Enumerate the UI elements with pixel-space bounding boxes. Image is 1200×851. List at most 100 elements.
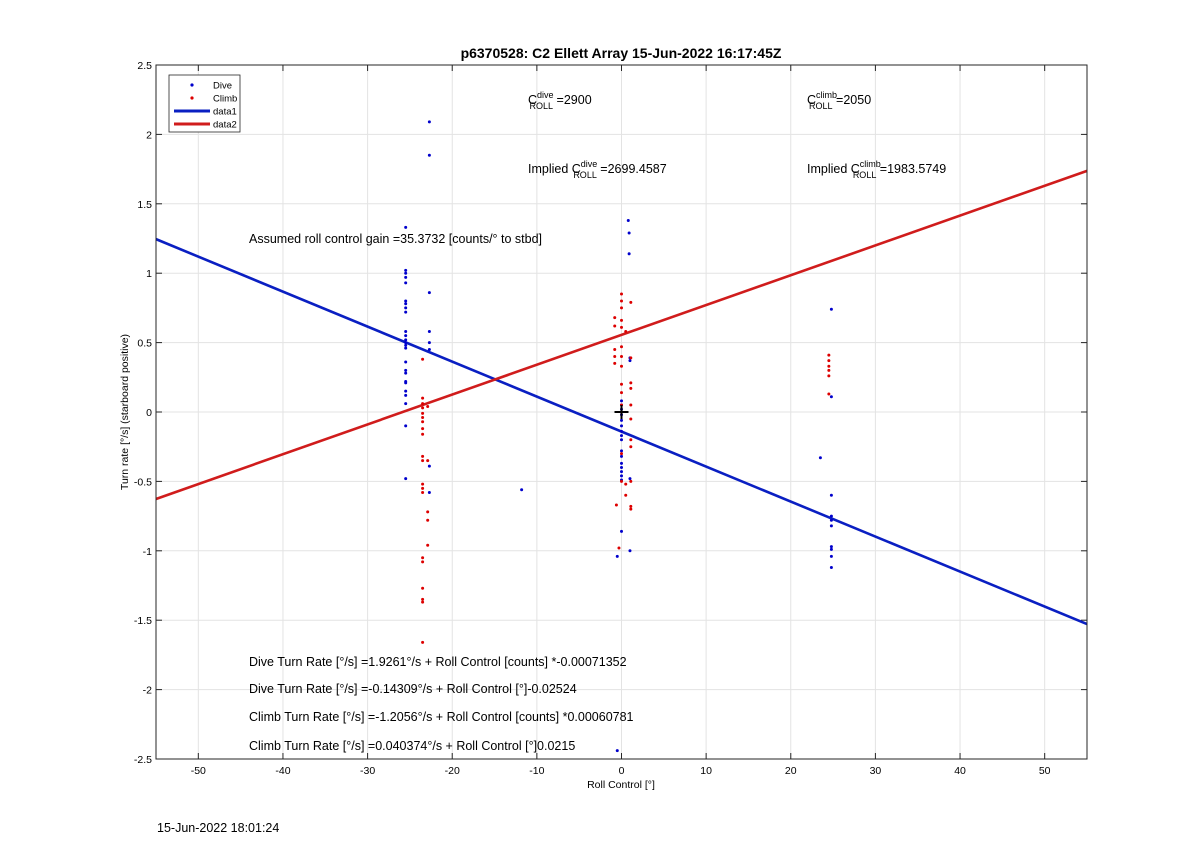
climb-degrees-equation: Climb Turn Rate [°/s] =0.040374°/s + Rol… <box>249 739 575 753</box>
point-dive <box>404 310 408 314</box>
point-climb <box>426 543 430 547</box>
legend-label-data2: data2 <box>213 120 237 131</box>
point-climb <box>613 361 617 365</box>
point-climb <box>426 510 430 514</box>
y-tick-label: -1 <box>143 546 152 558</box>
point-climb <box>421 459 425 463</box>
point-dive <box>404 424 408 428</box>
x-tick-label: -30 <box>360 765 375 777</box>
point-climb <box>629 403 633 407</box>
point-climb <box>426 459 430 463</box>
point-dive <box>404 338 408 342</box>
x-tick-label: -20 <box>445 765 460 777</box>
dive-counts-equation: Dive Turn Rate [°/s] =1.9261°/s + Roll C… <box>249 655 627 669</box>
c-roll-climb-annotation: Cclimb ROLL =2050 <box>807 90 871 111</box>
point-dive <box>615 749 619 753</box>
point-climb <box>421 406 425 410</box>
point-dive <box>628 549 632 553</box>
point-climb <box>617 546 621 550</box>
point-climb <box>426 404 430 408</box>
point-dive <box>620 399 623 403</box>
point-climb <box>629 445 633 449</box>
point-dive <box>427 153 431 157</box>
point-climb <box>629 356 633 360</box>
point-dive <box>829 565 833 569</box>
implied-c-roll-climb-annotation: Implied Cclimb ROLL =1983.5749 <box>807 159 946 180</box>
y-tick-label: -2.5 <box>134 754 152 766</box>
legend-marker-dive <box>190 83 194 87</box>
point-climb <box>629 417 633 421</box>
origin-marker <box>614 405 629 419</box>
y-tick-label: 1 <box>146 268 152 280</box>
point-climb <box>613 324 617 328</box>
implied-climb-sup: climb <box>860 159 881 169</box>
point-dive <box>628 359 632 363</box>
x-tick-label: 30 <box>870 765 882 777</box>
point-dive <box>620 470 623 474</box>
implied-dive-sup: dive <box>581 159 598 169</box>
x-axis-label: Roll Control [°] <box>587 779 655 791</box>
x-tick-label: 40 <box>954 765 966 777</box>
x-tick-label: 20 <box>785 765 797 777</box>
implied-climb-sub: ROLL <box>853 170 877 180</box>
point-climb <box>421 411 425 415</box>
point-climb <box>827 353 831 357</box>
point-climb <box>421 491 425 495</box>
fit-line-data2 <box>155 169 1088 501</box>
point-dive <box>427 464 431 468</box>
point-climb <box>620 345 623 349</box>
point-climb <box>421 600 425 604</box>
point-climb <box>629 381 633 385</box>
c-roll-dive-prefix: C <box>528 93 537 107</box>
point-dive <box>626 218 630 222</box>
point-dive <box>404 334 408 338</box>
implied-climb-prefix: Implied C <box>807 162 860 176</box>
point-climb <box>620 325 623 329</box>
y-tick-label: -0.5 <box>134 476 152 488</box>
point-dive <box>404 329 408 333</box>
annotations: Cdive ROLL =2900 Cclimb ROLL =2050 Implied… <box>249 90 946 753</box>
c-roll-dive-sup: dive <box>537 90 554 100</box>
point-climb <box>421 486 425 490</box>
point-dive <box>620 461 623 465</box>
roll-gain-annotation: Assumed roll control gain =35.3732 [coun… <box>249 232 542 246</box>
x-ticks: -50 -40 -30 -20 -10 0 10 20 30 40 50 <box>191 65 1051 777</box>
point-climb <box>620 354 623 358</box>
point-dive <box>829 307 833 311</box>
point-climb <box>426 518 430 522</box>
point-dive <box>427 348 431 352</box>
c-roll-dive-value: =2900 <box>553 93 592 107</box>
y-ticks: -2.5 -2 -1.5 -1 -0.5 0 0.5 1 1.5 2 2.5 <box>134 60 1087 766</box>
point-climb <box>421 416 425 420</box>
point-dive <box>404 271 408 275</box>
point-dive <box>404 306 408 310</box>
point-dive <box>404 225 408 229</box>
point-dive <box>829 395 833 399</box>
legend-label-data1: data1 <box>213 107 237 118</box>
point-climb <box>620 382 623 386</box>
point-dive <box>829 547 833 551</box>
point-climb <box>620 318 623 322</box>
point-climb <box>620 306 623 310</box>
x-tick-label: -40 <box>275 765 290 777</box>
point-dive <box>627 231 631 235</box>
point-climb <box>620 391 623 395</box>
point-climb <box>620 479 623 483</box>
legend-label-climb: Climb <box>213 94 237 105</box>
x-tick-label: 0 <box>619 765 625 777</box>
plot-frame <box>155 64 1088 760</box>
x-tick-label: 10 <box>700 765 712 777</box>
point-dive <box>620 438 623 442</box>
point-dive <box>404 381 408 385</box>
point-dive <box>404 268 408 272</box>
point-dive <box>404 477 408 481</box>
y-tick-label: 0 <box>146 407 152 419</box>
point-dive <box>427 341 431 345</box>
point-climb <box>620 299 623 303</box>
point-dive <box>829 524 833 528</box>
point-dive <box>620 449 623 453</box>
y-tick-label: 2 <box>146 129 152 141</box>
point-dive <box>404 346 408 350</box>
point-dive <box>404 371 408 375</box>
